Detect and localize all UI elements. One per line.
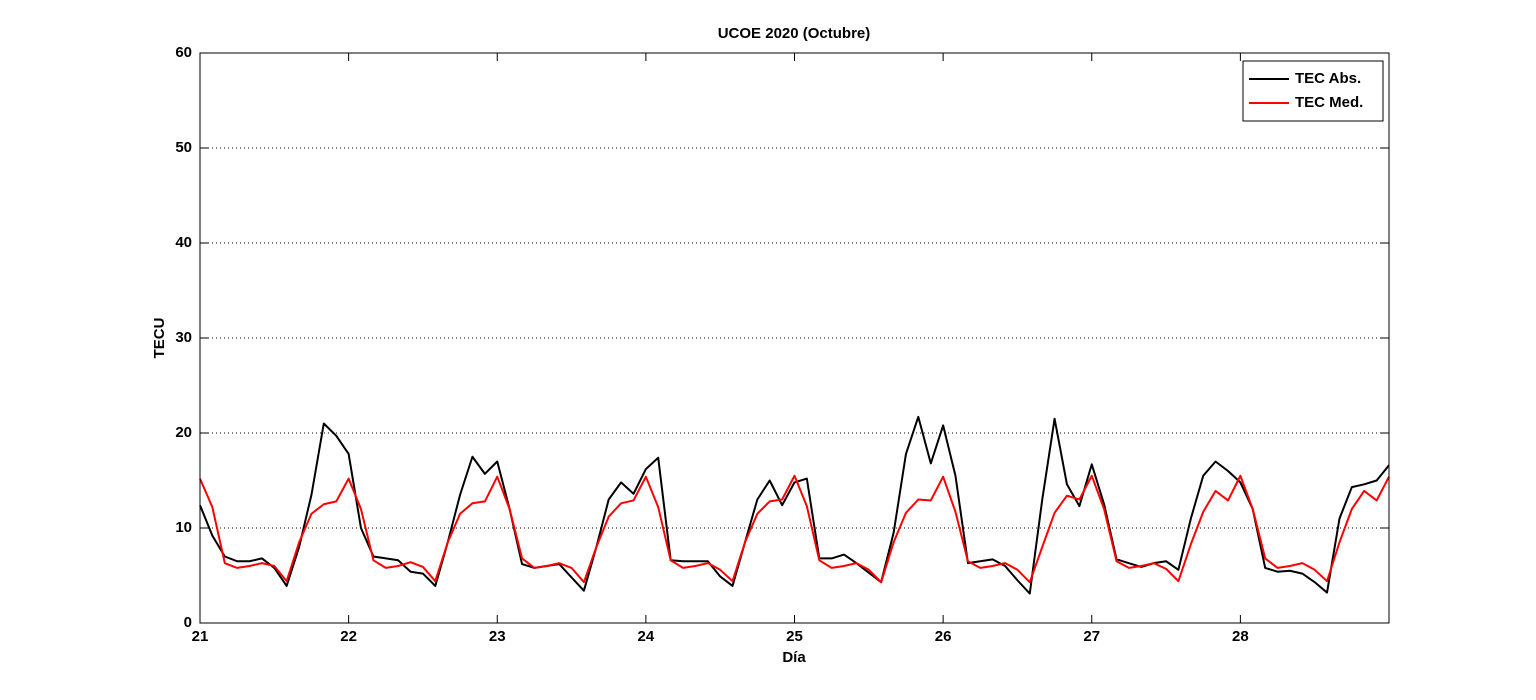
axes-box: [199, 52, 1390, 624]
y-tick-label: 10: [175, 519, 192, 536]
y-tick-label: 50: [175, 139, 192, 156]
data-line: [199, 474, 1390, 584]
y-tick-label: 60: [175, 44, 192, 61]
legend-label: TEC Abs.: [1295, 70, 1361, 87]
x-tick-label: 22: [340, 628, 357, 645]
y-tick-label: 30: [175, 329, 192, 346]
x-tick-label: 28: [1232, 628, 1249, 645]
y-tick-label: 40: [175, 234, 192, 251]
y-axis-label: TECU: [151, 318, 168, 359]
x-tick-label: 27: [1083, 628, 1100, 645]
x-tick-label: 23: [489, 628, 506, 645]
x-tick-label: 25: [786, 628, 803, 645]
x-tick-label: 21: [192, 628, 209, 645]
x-axis-label: Día: [782, 649, 806, 666]
y-tick-label: 20: [175, 424, 192, 441]
x-tick-label: 24: [638, 628, 655, 645]
y-tick-label: 0: [184, 614, 192, 631]
legend-box: [1242, 60, 1384, 122]
legend-label: TEC Med.: [1295, 94, 1363, 111]
x-tick-label: 26: [935, 628, 952, 645]
data-line: [199, 415, 1390, 595]
chart-title: UCOE 2020 (Octubre): [718, 25, 871, 42]
plot-area: [200, 53, 1389, 623]
